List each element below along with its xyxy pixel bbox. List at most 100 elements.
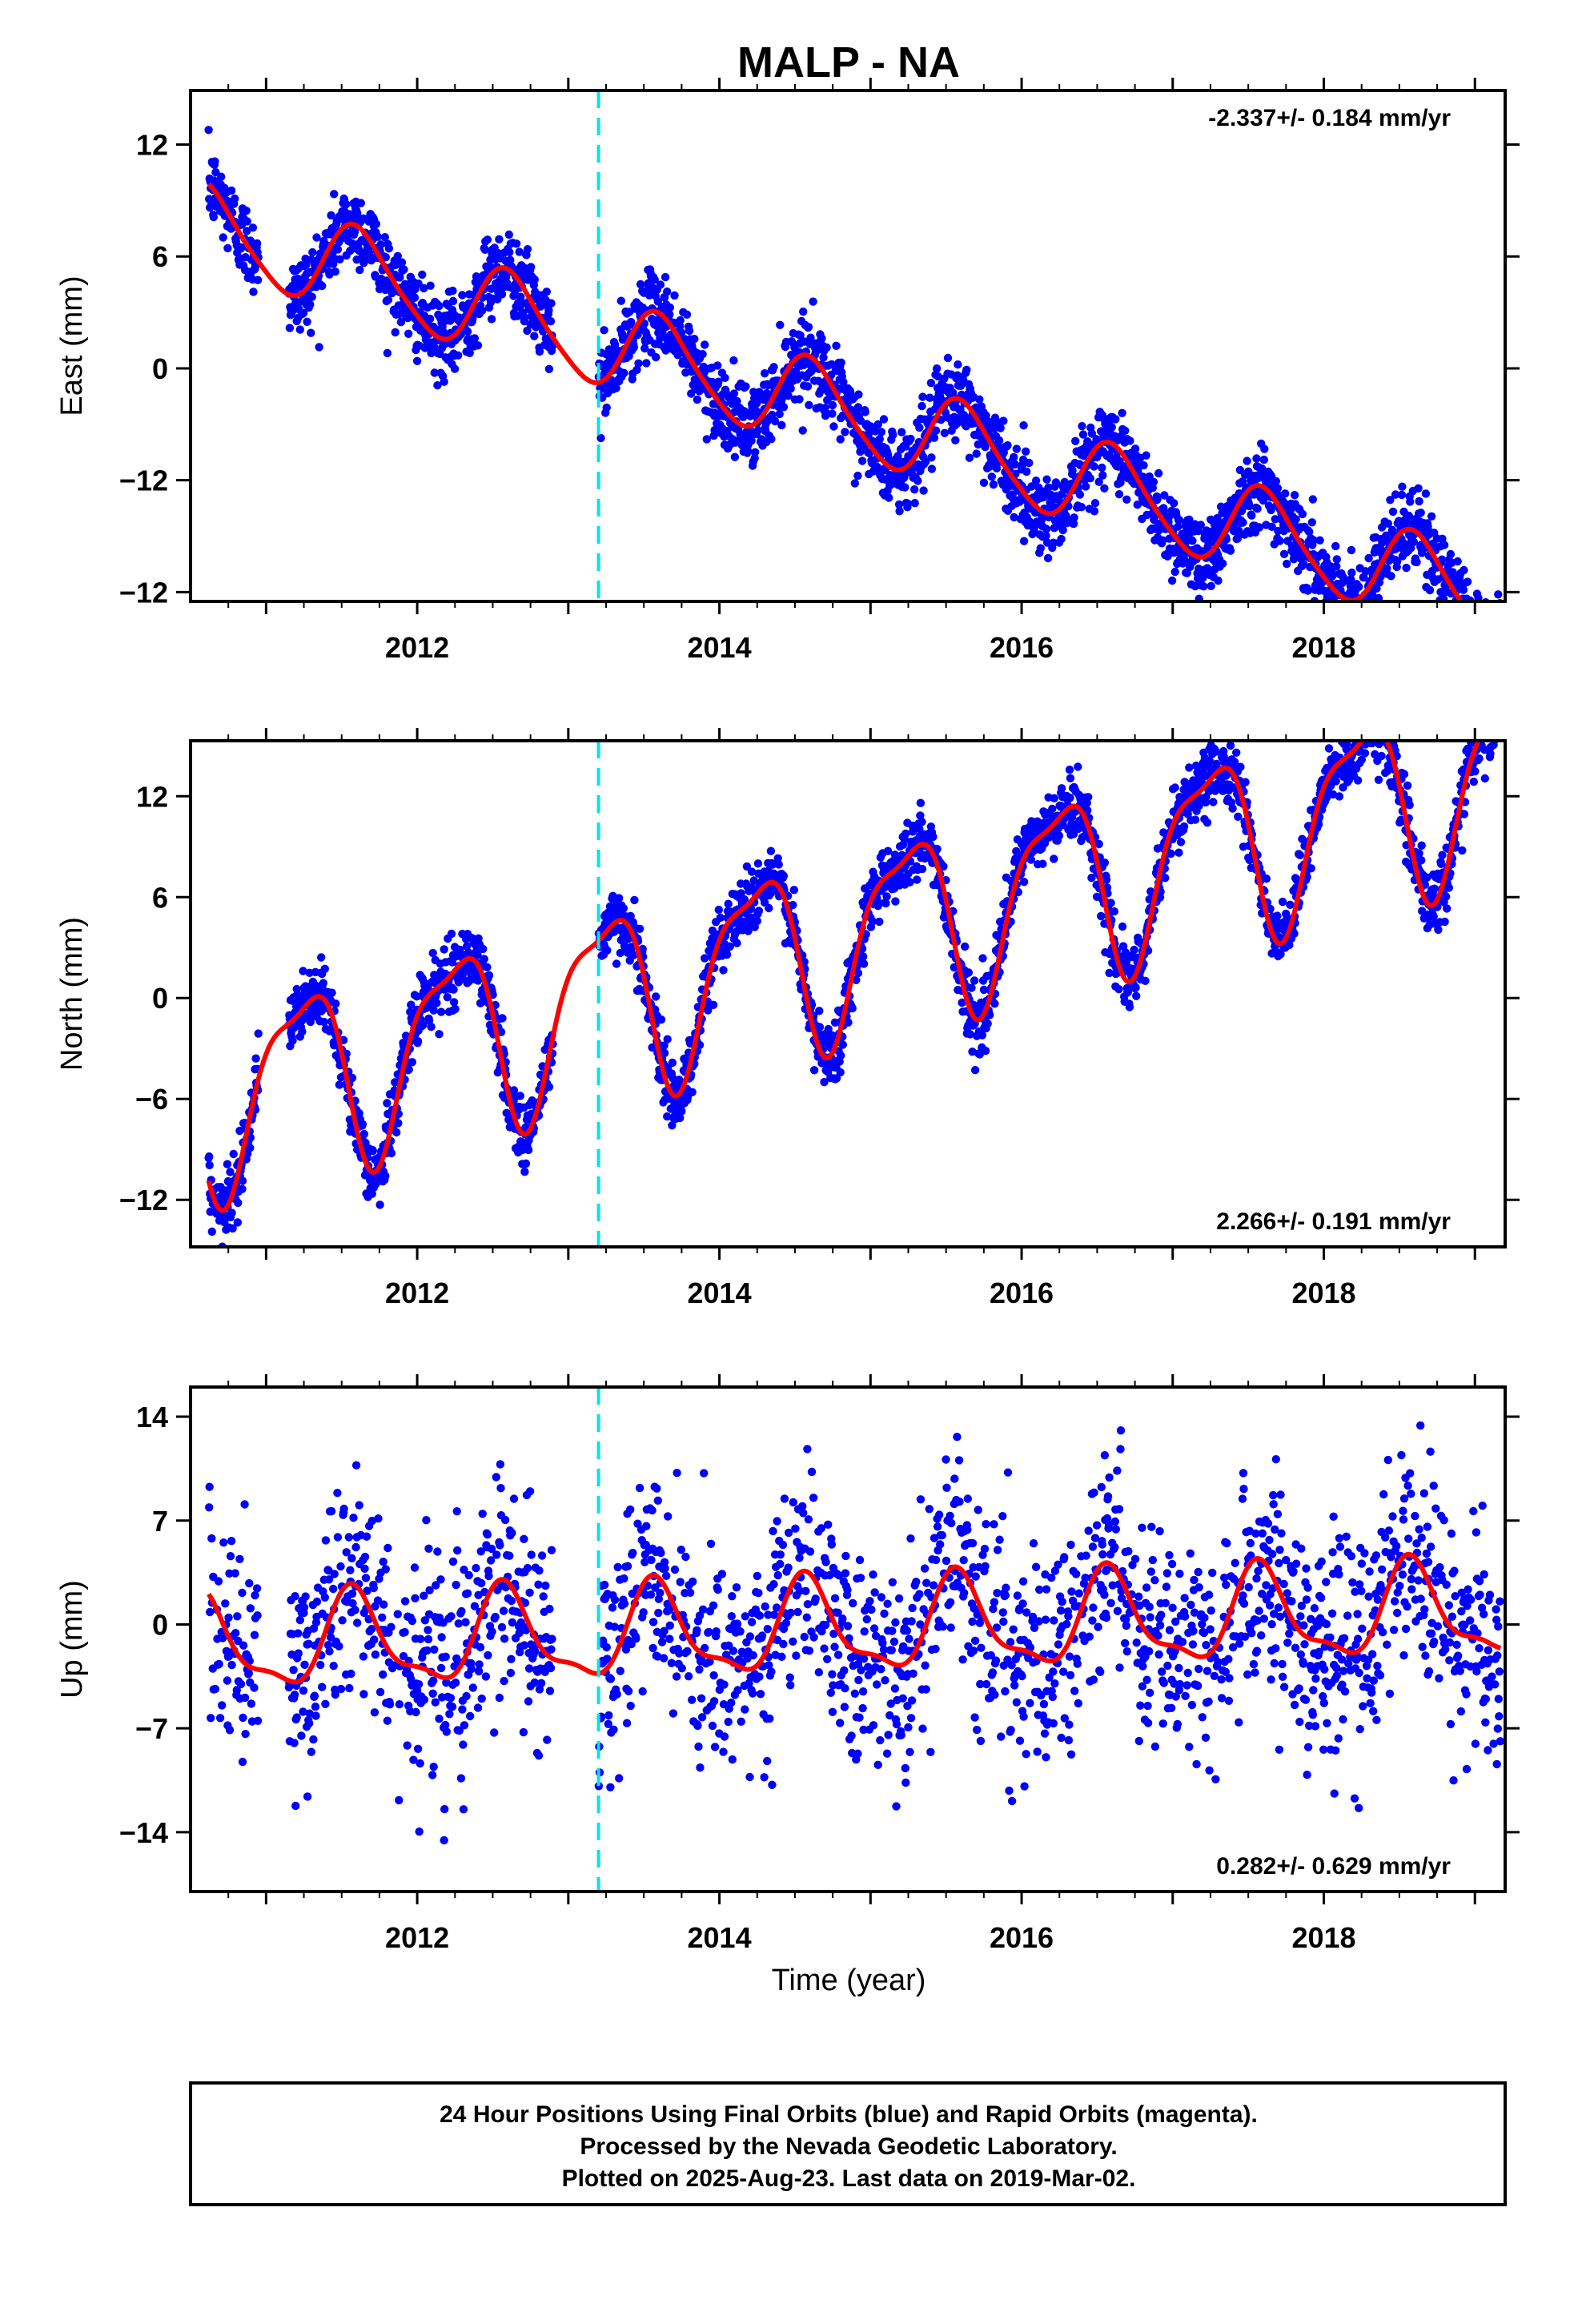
data-point	[355, 265, 364, 275]
data-point	[1164, 513, 1174, 521]
data-point	[1416, 509, 1425, 517]
data-point	[1239, 518, 1247, 527]
data-point	[1464, 636, 1472, 644]
data-point	[809, 1066, 819, 1075]
data-point	[943, 353, 953, 363]
data-point	[690, 335, 699, 344]
data-point	[1343, 605, 1351, 613]
data-point	[1071, 436, 1080, 445]
data-point	[1019, 537, 1029, 545]
data-point	[1308, 495, 1318, 504]
data-point	[1479, 619, 1487, 627]
data-point	[1488, 621, 1496, 629]
data-point	[520, 316, 529, 326]
data-point	[1414, 484, 1423, 493]
data-point	[497, 290, 507, 299]
data-point	[656, 1015, 666, 1024]
data-point	[770, 416, 780, 426]
data-point	[335, 255, 344, 263]
data-point	[498, 1014, 507, 1023]
data-point	[1247, 511, 1256, 520]
data-point	[430, 368, 439, 377]
data-point	[249, 287, 258, 296]
data-point	[1057, 534, 1066, 544]
data-point	[254, 1029, 263, 1038]
data-point	[1480, 640, 1488, 648]
data-point	[596, 433, 605, 443]
data-point	[1025, 458, 1034, 468]
data-point	[1335, 606, 1343, 614]
data-point	[427, 1023, 436, 1031]
data-point	[297, 1016, 307, 1026]
data-point	[1305, 527, 1314, 537]
data-point	[1090, 507, 1099, 516]
data-point	[375, 1200, 384, 1209]
data-point	[542, 287, 551, 296]
data-point	[1050, 854, 1058, 863]
data-point	[464, 977, 473, 986]
data-point	[1078, 430, 1088, 439]
data-point	[913, 476, 922, 485]
data-point	[1489, 625, 1497, 633]
data-point	[333, 245, 343, 254]
data-point	[523, 326, 532, 336]
data-point	[306, 300, 315, 309]
data-point	[1383, 519, 1393, 528]
data-point	[640, 344, 649, 353]
data-point	[1338, 602, 1346, 610]
data-point	[979, 985, 989, 995]
data-point	[544, 364, 554, 373]
data-point	[901, 483, 909, 492]
data-point	[238, 1184, 247, 1194]
data-point	[226, 1168, 235, 1176]
data-point	[412, 356, 422, 365]
data-point	[1469, 614, 1477, 622]
data-point	[1439, 594, 1448, 601]
data-point	[1471, 644, 1479, 652]
data-point	[891, 897, 900, 906]
data-point	[913, 875, 921, 884]
data-point	[999, 416, 1008, 425]
data-point	[1281, 489, 1290, 498]
data-point	[889, 430, 897, 440]
data-point	[479, 944, 488, 954]
data-point	[1393, 557, 1402, 566]
data-point	[709, 1000, 718, 1010]
data-point	[1495, 634, 1503, 642]
data-point	[468, 314, 477, 323]
data-point	[1332, 555, 1342, 564]
data-point	[927, 464, 937, 473]
data-point	[512, 239, 521, 248]
data-point	[1052, 480, 1062, 489]
data-point	[1398, 482, 1407, 491]
data-point	[1406, 497, 1415, 506]
data-point	[719, 966, 728, 975]
data-point	[668, 1121, 677, 1130]
data-point	[1337, 611, 1345, 619]
data-point	[414, 279, 423, 288]
data-point	[392, 1128, 401, 1137]
data-point	[926, 393, 934, 402]
data-point	[966, 1030, 975, 1039]
data-point	[1462, 612, 1470, 620]
data-point	[638, 944, 647, 954]
data-point	[435, 1030, 444, 1039]
data-point	[228, 1224, 237, 1233]
data-point	[768, 860, 777, 869]
data-point	[1083, 806, 1092, 815]
data-point	[1339, 609, 1347, 617]
data-point	[451, 1004, 460, 1014]
data-point	[663, 1035, 672, 1043]
data-point	[1010, 460, 1020, 469]
data-point	[663, 1112, 672, 1121]
data-point	[1031, 476, 1041, 485]
data-point	[307, 292, 316, 301]
data-point	[449, 985, 458, 994]
data-point	[798, 426, 807, 435]
data-point	[383, 296, 393, 304]
data-point	[1044, 483, 1053, 492]
data-point	[1457, 615, 1465, 623]
data-point	[910, 485, 919, 494]
data-point	[1388, 507, 1398, 517]
